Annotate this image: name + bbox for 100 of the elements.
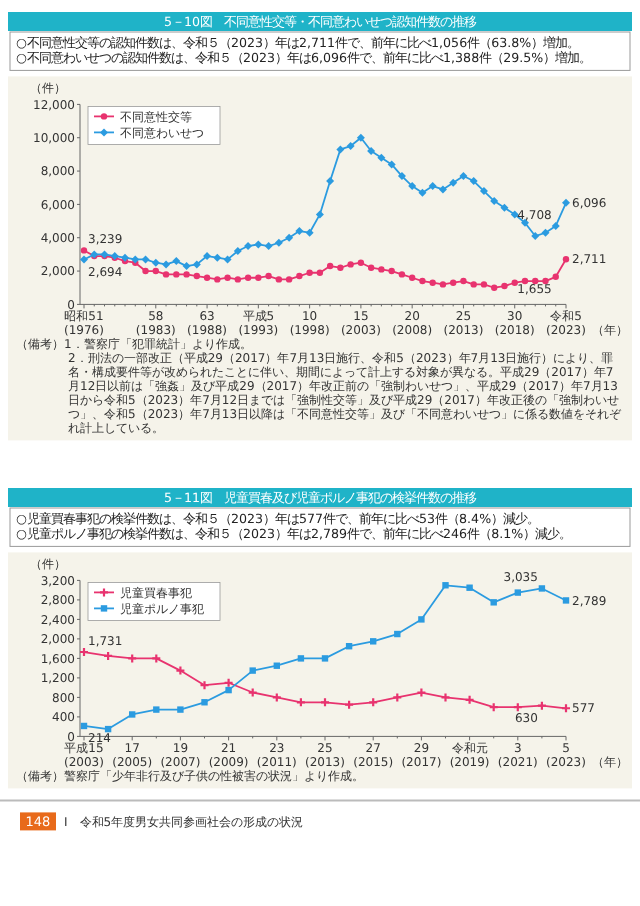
point (177, 706, 184, 713)
point (408, 182, 417, 191)
point (336, 145, 345, 154)
point (233, 247, 242, 256)
point (315, 210, 324, 219)
point (175, 665, 186, 676)
point (162, 271, 170, 278)
point (551, 221, 560, 230)
point (142, 267, 149, 275)
point (429, 279, 436, 286)
point (367, 264, 375, 271)
point (367, 147, 376, 156)
point (162, 260, 171, 269)
point (459, 172, 468, 181)
point (183, 271, 190, 278)
point (214, 276, 221, 283)
point (254, 240, 263, 249)
point (80, 255, 88, 264)
point (439, 281, 447, 288)
point (419, 277, 426, 285)
point (479, 187, 488, 196)
point (213, 253, 222, 262)
point (460, 277, 467, 285)
point (153, 706, 160, 713)
point (387, 160, 396, 169)
point (470, 281, 477, 288)
point (264, 242, 273, 251)
point (469, 177, 478, 186)
point (418, 188, 427, 197)
point (491, 284, 498, 291)
point (514, 589, 521, 596)
point (356, 133, 365, 142)
point (225, 686, 232, 694)
point (275, 276, 283, 283)
point (337, 264, 344, 271)
point (173, 271, 180, 278)
point (562, 597, 570, 604)
point (151, 258, 160, 267)
point (449, 279, 457, 286)
point (416, 687, 427, 698)
point (306, 269, 313, 276)
point (538, 585, 546, 592)
point (201, 699, 208, 706)
point (346, 142, 355, 151)
point (428, 182, 437, 191)
point (562, 256, 570, 263)
point (129, 711, 136, 718)
point (480, 281, 488, 288)
point (274, 238, 283, 247)
point (531, 232, 540, 241)
point (552, 273, 559, 281)
point (377, 153, 386, 162)
point (295, 227, 304, 236)
point (541, 228, 550, 237)
point (378, 266, 385, 273)
point (449, 178, 458, 187)
point (305, 228, 314, 237)
point (347, 261, 354, 268)
point (255, 274, 262, 281)
point (285, 276, 293, 283)
point (199, 680, 210, 691)
point (244, 274, 252, 281)
point (192, 260, 201, 269)
point (326, 262, 334, 270)
point (203, 274, 211, 281)
point (408, 274, 416, 281)
point (265, 272, 272, 280)
point (152, 267, 159, 275)
point (141, 255, 150, 264)
point (357, 259, 365, 266)
point (438, 185, 447, 194)
point (397, 172, 406, 181)
point (562, 198, 570, 207)
point (244, 242, 253, 251)
point (392, 692, 403, 703)
point (247, 687, 258, 698)
point (193, 272, 201, 280)
point (442, 582, 449, 589)
point (296, 272, 303, 280)
point (388, 267, 395, 275)
point (297, 655, 305, 662)
point (370, 638, 377, 645)
point (182, 262, 191, 271)
point (271, 692, 282, 703)
point (501, 282, 508, 290)
point (321, 655, 329, 662)
point (285, 233, 294, 242)
point (440, 692, 451, 703)
point (249, 667, 256, 674)
point (234, 276, 242, 283)
point (80, 247, 88, 254)
point (316, 269, 324, 276)
point (172, 257, 181, 266)
point (326, 177, 335, 186)
point (151, 653, 162, 664)
point (466, 584, 473, 591)
point (223, 255, 232, 264)
point (398, 271, 406, 278)
point (127, 653, 138, 664)
point (394, 630, 401, 638)
